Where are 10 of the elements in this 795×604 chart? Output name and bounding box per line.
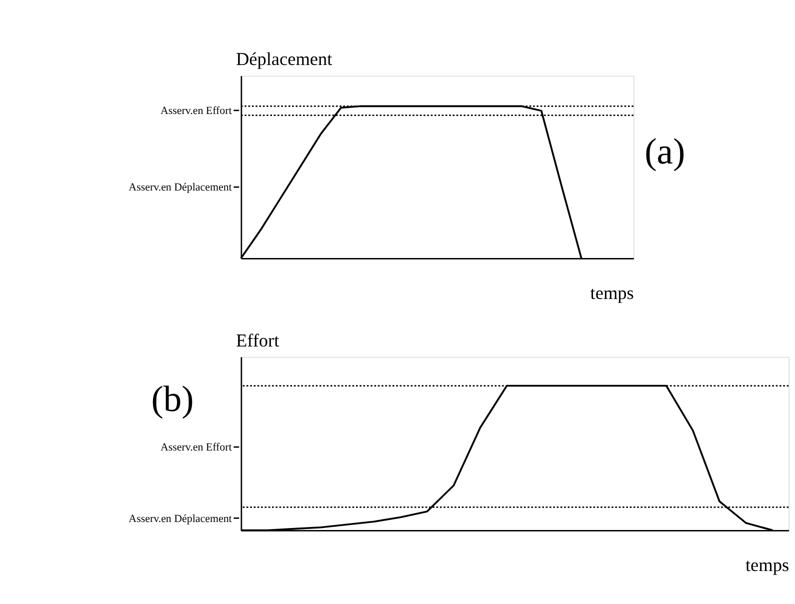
x-axis-title: temps [745, 554, 790, 575]
y-axis-title: Déplacement [236, 49, 332, 70]
text: Asserv.en Déplacement [128, 512, 232, 525]
text: Asserv.en Déplacement [128, 182, 232, 194]
text: (b) [151, 378, 194, 420]
text: Asserv.en Effort [160, 442, 232, 454]
y-axis-title: Effort [236, 330, 280, 350]
x-axis-title: temps [590, 282, 634, 303]
text: (a) [644, 130, 686, 172]
text: Asserv.en Effort [160, 105, 232, 118]
